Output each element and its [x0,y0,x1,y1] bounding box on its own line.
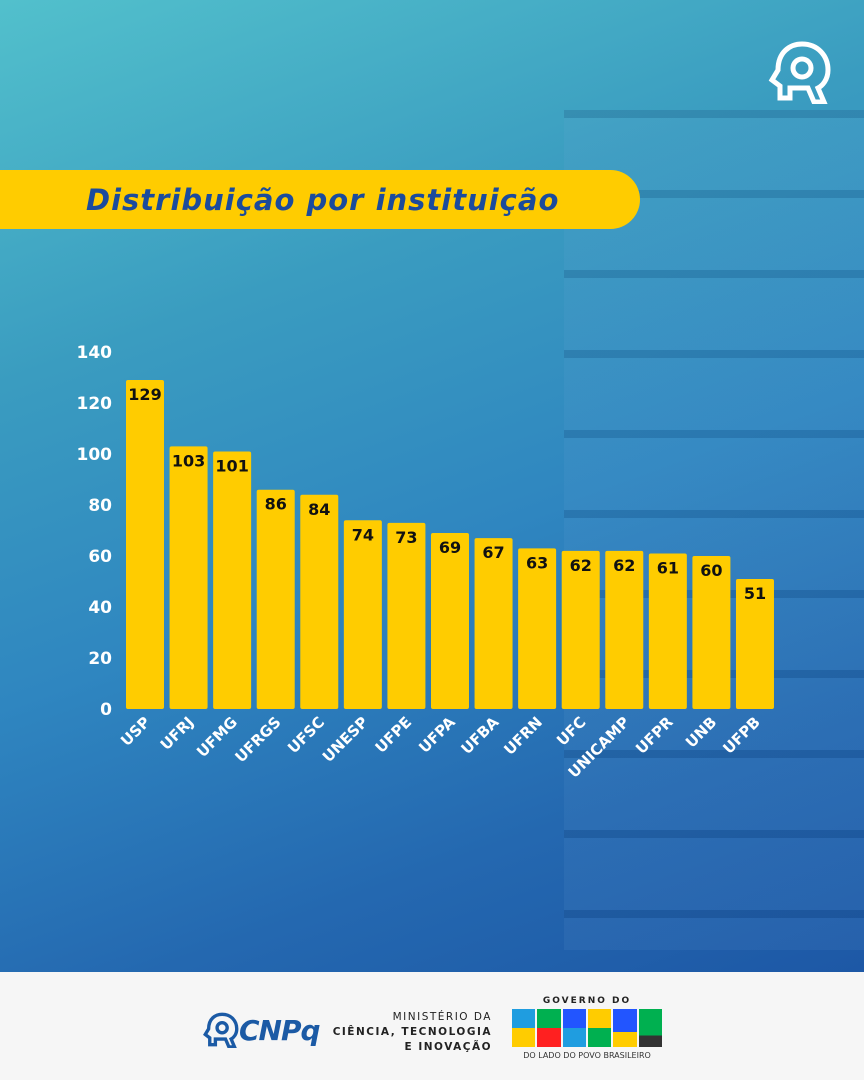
bar-unb [692,556,731,709]
bar-ufrgs [256,489,295,709]
bar-usp [126,380,164,709]
y-tick-label: 120 [77,394,113,414]
bar-ufpa [430,533,469,709]
chart-title: Distribuição por instituição [86,182,560,217]
x-tick-label: UFPR [632,713,677,758]
books-photo-background [564,110,864,950]
x-tick-label: UFBA [458,713,503,758]
bar-ufba [474,538,513,709]
cnpq-logo: CNPq [203,1012,321,1048]
footer [0,972,864,1080]
data-label: 67 [482,543,504,562]
data-label: 129 [128,385,161,404]
bar-unesp [343,520,382,709]
x-tick-label: UFPB [719,713,763,757]
data-label: 101 [215,456,248,475]
bar-ufpe [387,522,426,709]
ministry-logo: MINISTÉRIO DA CIÊNCIA, TECNOLOGIA E INOV… [330,1010,492,1055]
brasil-wordmark [512,1009,662,1047]
cnpq-head-icon [203,1012,239,1048]
data-label: 73 [395,528,417,547]
bar-chart: 020406080100120140129USP103UFRJ101UFMG86… [77,343,774,766]
data-label: 62 [570,556,592,575]
data-label: 86 [265,495,287,514]
x-tick-label: UFC [553,713,589,749]
governo-brasil-logo: GOVERNO DO DO LADO DO POVO BRASILEIRO [512,996,662,1060]
x-tick-label: UFRJ [157,713,198,754]
data-label: 103 [172,451,205,470]
bar-ufpr [648,553,687,709]
x-tick-label: UFRGS [231,713,284,766]
cnpq-text: CNPq [239,1013,321,1047]
bar-unicamp [605,550,644,709]
data-label: 74 [352,525,374,544]
ministry-line-2: CIÊNCIA, TECNOLOGIA [332,1026,492,1038]
data-label: 63 [526,553,548,572]
gov-bottom-text: DO LADO DO POVO BRASILEIRO [523,1051,651,1060]
data-label: 60 [700,561,722,580]
x-tick-label: UFRN [500,713,546,759]
y-tick-label: 140 [77,343,113,363]
ministry-line-3: E INOVAÇÃO [404,1041,492,1053]
gov-top-text: GOVERNO DO [542,996,632,1006]
bar-ufpb [735,578,774,709]
y-tick-label: 20 [88,649,112,669]
bar-ufmg [213,451,252,709]
x-tick-label: UNB [682,713,720,751]
data-label: 69 [439,538,461,557]
data-label: 61 [657,558,679,577]
y-tick-label: 40 [88,598,112,618]
cnpq-head-logo-icon [768,40,832,108]
x-tick-label: USP [117,713,154,750]
y-tick-label: 100 [77,445,113,465]
y-tick-label: 0 [100,700,112,720]
data-label: 62 [613,556,635,575]
x-tick-label: UFPA [415,713,459,757]
x-tick-label: UFPE [372,713,416,757]
title-banner: Distribuição por instituição [0,170,640,229]
y-tick-label: 60 [88,547,112,567]
bar-ufrj [169,446,208,709]
bar-ufsc [300,494,339,709]
y-tick-label: 80 [88,496,112,516]
bar-ufc [561,550,600,709]
data-label: 51 [744,584,766,603]
data-label: 84 [308,500,330,519]
bar-ufrn [518,548,557,709]
ministry-line-1: MINISTÉRIO DA [392,1011,492,1023]
x-tick-label: UNESP [319,713,372,766]
